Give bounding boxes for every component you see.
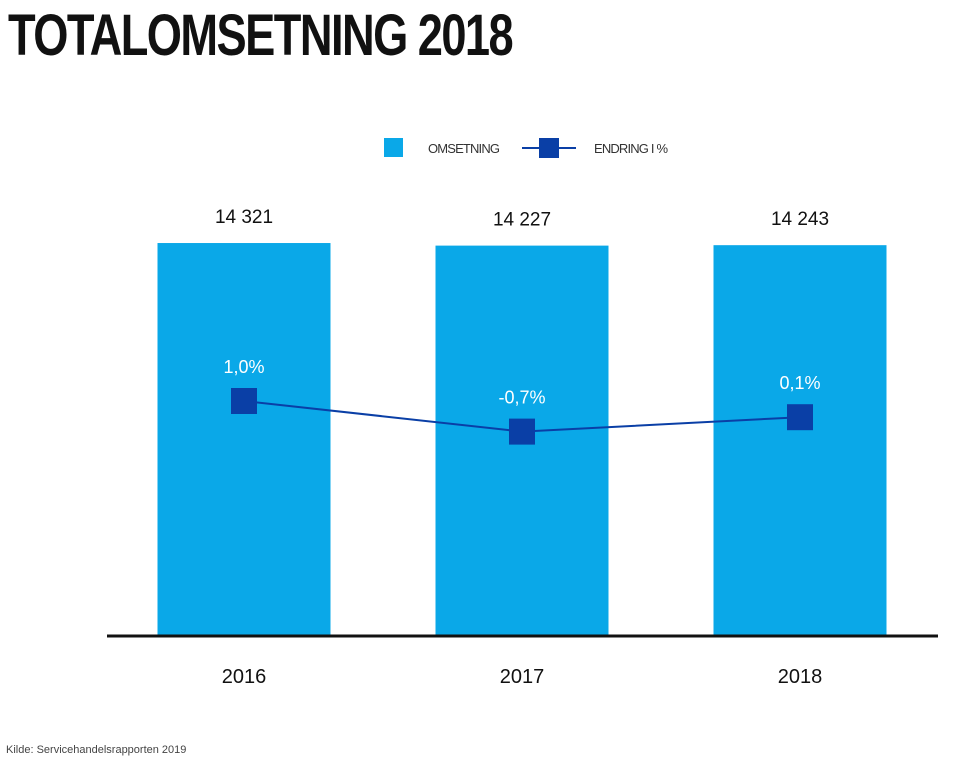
x-tick-label: 2017 xyxy=(500,666,545,688)
legend-label-omsetning: OMSETNING xyxy=(428,141,500,156)
change-value-label: 0,1% xyxy=(779,373,820,393)
bar-2018 xyxy=(713,245,887,637)
bar-value-label: 14 227 xyxy=(493,210,551,231)
bar-value-label: 14 243 xyxy=(771,209,829,230)
legend-bar-swatch xyxy=(384,138,403,157)
legend: OMSETNING ENDRING I % xyxy=(384,138,668,158)
change-value-label: -0,7% xyxy=(498,388,545,408)
bar-2016 xyxy=(157,243,331,637)
bar-value-label: 14 321 xyxy=(215,207,273,228)
source-note: Kilde: Servicehandelsrapporten 2019 xyxy=(6,744,187,756)
x-tick-label: 2016 xyxy=(222,666,267,688)
legend-line-marker xyxy=(539,138,559,158)
change-marker xyxy=(509,418,535,445)
chart-title: TOTALOMSETNING 2018 xyxy=(8,3,514,68)
change-marker xyxy=(787,404,813,431)
change-marker xyxy=(231,388,257,414)
x-tick-label: 2018 xyxy=(778,666,823,688)
legend-label-endring: ENDRING I % xyxy=(594,141,668,156)
change-value-label: 1,0% xyxy=(223,357,264,377)
